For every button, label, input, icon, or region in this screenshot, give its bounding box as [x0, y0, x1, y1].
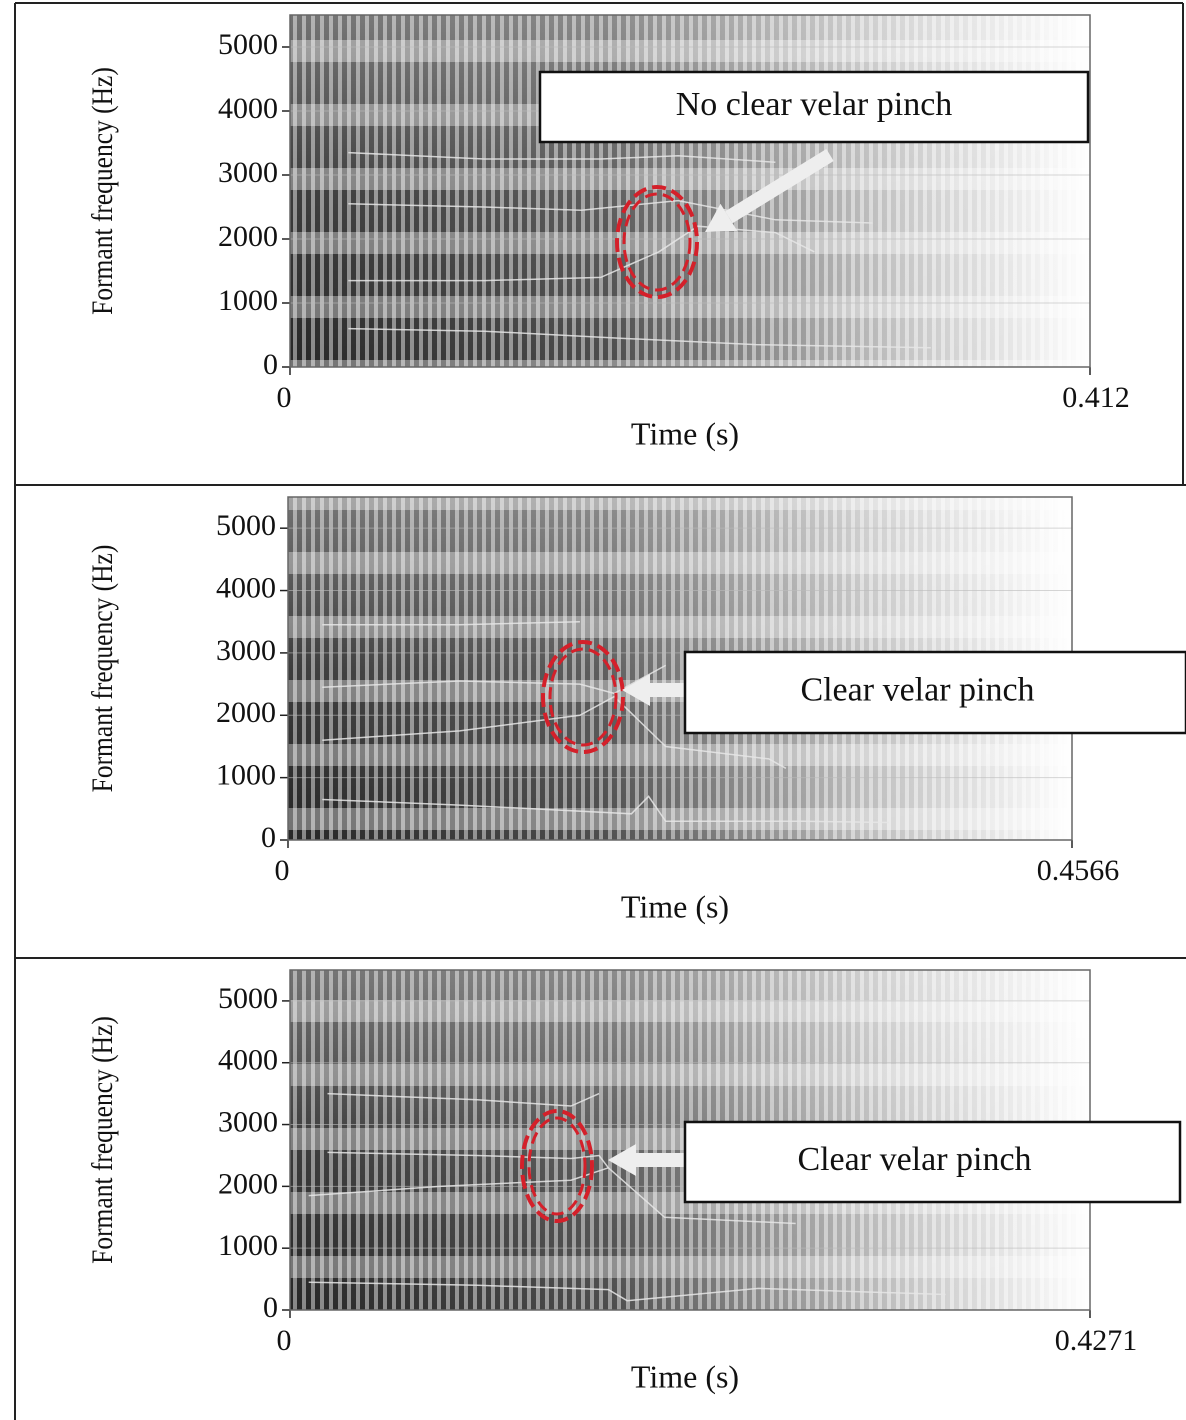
x-tick-label: 0.4271 — [1055, 1324, 1138, 1357]
frame — [14, 2, 1186, 1420]
y-axis-label: Formant frequency (Hz) — [86, 67, 119, 315]
y-tick-label: 5000 — [216, 509, 276, 542]
formant-track — [348, 225, 815, 282]
annotation-text: Clear velar pinch — [800, 671, 1034, 708]
y-tick-label: 1000 — [218, 284, 278, 317]
arrow-head — [622, 674, 650, 706]
highlight-ring-inner — [527, 1116, 587, 1216]
x-axis-label: Time (s) — [631, 1358, 739, 1394]
x-axis-label: Time (s) — [621, 888, 729, 924]
spectrogram-panel: 0 1000 2000 3000 4000 5000 0 0.412 Time (s) Forma… — [86, 14, 1130, 451]
annotation-box — [683, 1120, 1182, 1204]
y-tick-label: 3000 — [218, 1105, 278, 1138]
highlight-ring-inner — [622, 192, 692, 292]
highlight-ring — [541, 640, 625, 754]
x-tick-label: 0 — [275, 854, 290, 887]
annotation-box — [538, 70, 1090, 144]
formant-track — [327, 1092, 600, 1107]
highlight-ring — [520, 1109, 594, 1223]
y-tick-label: 2000 — [218, 220, 278, 253]
formant-track — [327, 1151, 609, 1169]
x-tick-label: 0.412 — [1062, 381, 1130, 414]
x-tick-label: 0.4566 — [1037, 854, 1120, 887]
formant-track — [322, 620, 580, 626]
formant-track — [348, 327, 931, 349]
y-tick-label: 1000 — [218, 1229, 278, 1262]
y-tick-label: 4000 — [216, 571, 276, 604]
y-tick-label: 0 — [261, 821, 276, 854]
annotation-box — [683, 650, 1186, 735]
y-axis-label: Formant frequency (Hz) — [86, 545, 119, 793]
x-tick-label: 0 — [277, 1324, 292, 1357]
y-tick-label: 2000 — [218, 1167, 278, 1200]
y-axis-label: Formant frequency (Hz) — [86, 1016, 119, 1264]
spectrogram-top-fade — [290, 15, 1090, 367]
highlight-ring-inner — [548, 647, 618, 747]
formant-track — [348, 199, 873, 224]
spectrogram-panel: 0 1000 2000 3000 4000 5000 0 0.4271 Time (s) Form… — [86, 969, 1182, 1394]
formant-track — [348, 151, 776, 163]
annotation-text: No clear velar pinch — [676, 86, 953, 123]
y-tick-label: 4000 — [218, 92, 278, 125]
y-tick-label: 2000 — [216, 696, 276, 729]
arrow-head — [608, 1144, 636, 1176]
y-tick-label: 3000 — [218, 156, 278, 189]
formant-track — [308, 1281, 946, 1302]
x-tick-label: 0 — [277, 381, 292, 414]
formant-track — [322, 795, 890, 824]
arrow-head — [705, 203, 738, 232]
y-tick-label: 1000 — [216, 759, 276, 792]
spectrogram-panel: 0 1000 2000 3000 4000 5000 0 0.4566 Time (s) Form… — [86, 496, 1186, 924]
y-tick-label: 0 — [263, 1291, 278, 1324]
arrow-shaft — [725, 149, 834, 224]
highlight-ring — [615, 185, 699, 299]
x-axis-label: Time (s) — [631, 415, 739, 451]
annotation-text: Clear velar pinch — [797, 1141, 1031, 1178]
y-tick-label: 0 — [263, 348, 278, 381]
y-tick-label: 3000 — [216, 634, 276, 667]
y-tick-label: 5000 — [218, 982, 278, 1015]
plot-border — [289, 14, 1091, 368]
y-tick-label: 5000 — [218, 28, 278, 61]
formant-track — [322, 664, 667, 695]
formant-track — [322, 695, 787, 769]
y-tick-label: 4000 — [218, 1044, 278, 1077]
